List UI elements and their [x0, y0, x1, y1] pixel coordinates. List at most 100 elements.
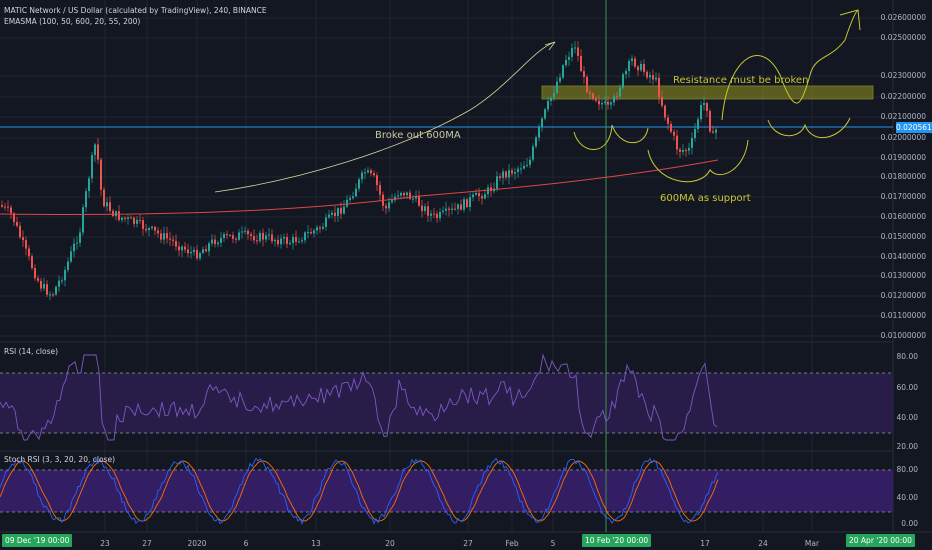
price-tick: 0.01000000 — [880, 331, 926, 340]
candle-body — [619, 87, 621, 97]
candle-body — [385, 205, 387, 209]
candle-body — [523, 165, 525, 169]
shoulder-curve[interactable] — [573, 124, 613, 150]
candle-body — [487, 187, 489, 195]
candle-body — [466, 199, 468, 207]
candle-body — [685, 150, 687, 152]
candle-body — [550, 97, 552, 101]
projection-curve[interactable] — [721, 9, 859, 121]
candle-body — [715, 129, 717, 133]
candle-body — [499, 176, 501, 178]
support-label[interactable]: 600MA as support — [660, 193, 751, 204]
candle-body — [592, 93, 594, 99]
candle-body — [379, 185, 381, 195]
resistance-label[interactable]: Resistance must be broken — [673, 75, 809, 86]
candle-body — [340, 208, 342, 214]
candle-body — [451, 208, 453, 210]
candle-body — [673, 131, 675, 136]
candle-body — [646, 71, 648, 78]
symbol-title[interactable]: MATIC Network / US Dollar (calculated by… — [4, 6, 267, 15]
candle-body — [688, 147, 690, 151]
indicator-legend[interactable]: EMASMA (100, 50, 600, 20, 55, 200) — [4, 17, 141, 26]
candle-body — [55, 286, 57, 295]
candle-body — [127, 217, 129, 219]
candle-body — [334, 212, 336, 216]
candle-body — [136, 219, 138, 224]
candle-body — [457, 204, 459, 209]
price-tick: 0.02000000 — [880, 133, 926, 142]
candle-body — [94, 144, 96, 156]
current-price-tag: 0.02056176 — [896, 122, 932, 133]
support-curve[interactable] — [647, 139, 749, 183]
candle-body — [628, 61, 630, 71]
candle-body — [76, 242, 78, 244]
candle-body — [580, 55, 582, 72]
candle-body — [250, 234, 252, 237]
candle-body — [262, 232, 264, 240]
candle-body — [112, 210, 114, 216]
breakout-label[interactable]: Broke out 600MA — [375, 130, 461, 141]
candle-body — [118, 211, 120, 220]
candle-body — [148, 228, 150, 231]
time-tick: 23 — [100, 539, 110, 548]
projection-curve[interactable] — [767, 117, 851, 139]
candle-body — [625, 70, 627, 75]
shoulder-curve[interactable] — [611, 124, 649, 144]
candle-body — [505, 171, 507, 178]
candle-body — [130, 217, 132, 219]
resistance-zone[interactable] — [541, 85, 874, 100]
breakout-arrow[interactable] — [214, 41, 556, 193]
candle-body — [28, 248, 30, 257]
candle-body — [61, 280, 63, 282]
price-tick: 0.02600000 — [880, 13, 926, 22]
candle-body — [43, 284, 45, 289]
candle-body — [376, 175, 378, 186]
price-tick: 0.02300000 — [880, 71, 926, 80]
candle-body — [370, 170, 372, 174]
stoch-title[interactable]: Stoch RSI (3, 3, 20, 20, close) — [4, 455, 115, 464]
candle-body — [607, 101, 609, 105]
candle-body — [58, 280, 60, 287]
candle-body — [13, 213, 15, 222]
candle-body — [82, 207, 84, 233]
candle-body — [232, 235, 234, 239]
candle-body — [712, 131, 714, 133]
price-tick: 0.01100000 — [880, 311, 926, 320]
candle-body — [211, 239, 213, 244]
rsi-title[interactable]: RSI (14, close) — [4, 347, 59, 356]
candle-body — [235, 238, 237, 240]
candle-body — [160, 233, 162, 240]
candle-body — [490, 187, 492, 192]
candle-body — [367, 170, 369, 173]
candle-body — [478, 192, 480, 197]
candle-body — [622, 74, 624, 88]
rsi-tick: 80.00 — [896, 352, 918, 361]
projection-arrowhead[interactable] — [839, 9, 861, 31]
candle-body — [409, 192, 411, 199]
candle-body — [178, 246, 180, 251]
candle-body — [670, 123, 672, 132]
candle-body — [115, 211, 117, 216]
candle-body — [277, 239, 279, 245]
candle-body — [541, 118, 543, 127]
candle-body — [10, 207, 12, 214]
candle-body — [472, 194, 474, 198]
time-tick: 13 — [311, 539, 321, 548]
candle-body — [106, 202, 108, 207]
candle-body — [448, 208, 450, 210]
candle-body — [220, 237, 222, 243]
user-drawings[interactable] — [214, 9, 861, 193]
candle-body — [601, 103, 603, 105]
candle-body — [49, 294, 51, 296]
candle-body — [682, 150, 684, 152]
candle-body — [217, 242, 219, 245]
price-tick: 0.01400000 — [880, 252, 926, 261]
candle-body — [634, 58, 636, 67]
candle-body — [163, 233, 165, 240]
candle-body — [586, 76, 588, 93]
candle-body — [190, 252, 192, 254]
candle-body — [349, 198, 351, 200]
candle-body — [352, 196, 354, 199]
candle-body — [616, 96, 618, 98]
